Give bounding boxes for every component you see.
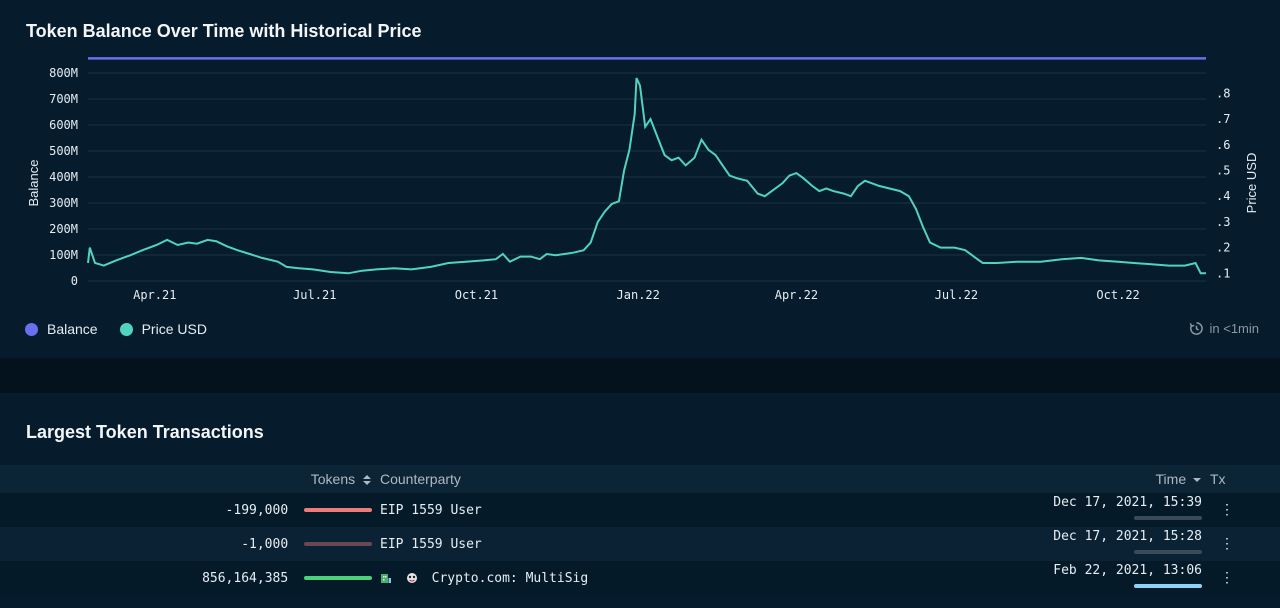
transactions-title: Largest Token Transactions [26,422,264,442]
tokens-value: -1,000 [241,536,289,552]
time-value: Dec 17, 2021, 15:28 [1053,529,1202,544]
y-left-tick-label: 600M [49,118,78,132]
price-usd-series-line [87,77,1206,275]
refresh-status[interactable]: in <1min [1189,321,1260,336]
y-left-tick-label: 400M [49,170,78,184]
y-left-tick-label: 0 [71,274,78,288]
time-bar [1134,549,1202,554]
x-tick-label: Apr.21 [133,288,176,302]
tokens-bar [304,508,372,512]
tokens-bar [304,542,372,546]
y-right-tick-label: .8 [1216,86,1230,100]
chart-legend: Balance Price USD [25,321,229,337]
transactions-table: Tokens Counterparty Time Tx [0,465,1280,595]
y-right-tick-label: .2 [1216,241,1230,255]
balance-legend-dot [25,322,38,336]
sort-desc-icon [1193,478,1201,483]
balance-chart-panel: Token Balance Over Time with Historical … [25,21,1260,337]
y-right-tick-label: .5 [1216,164,1230,178]
x-tick-label: Apr.22 [775,288,818,302]
y-left-tick-label: 500M [49,144,78,158]
tx-header-label: Tx [1210,471,1226,487]
x-tick-label: Oct.22 [1096,288,1139,302]
tokens-column-header[interactable]: Tokens [0,465,380,493]
y-left-tick-label: 700M [49,92,78,106]
chart-title: Token Balance Over Time with Historical … [26,21,422,41]
section-divider [0,358,1280,393]
time-header-label: Time [1155,471,1187,487]
time-value: Feb 22, 2021, 13:06 [1053,563,1202,578]
legend-label-price: Price USD [141,321,207,337]
tokens-cell: -1,000 [0,527,380,561]
table-row[interactable]: 856,164,385 [0,561,1280,595]
counterparty-cell[interactable]: EIP 1559 User [380,493,970,527]
time-cell: Dec 17, 2021, 15:28 [970,527,1210,561]
y-right-tick-label: .3 [1216,215,1230,229]
y-right-tick-label: .6 [1216,138,1230,152]
time-column-header[interactable]: Time [970,465,1210,493]
time-bar [1134,515,1202,520]
counterparty-column-header[interactable]: Counterparty [380,465,970,493]
y-left-tick-label: 200M [49,222,78,236]
sort-icon [363,475,371,486]
legend-item-balance[interactable]: Balance [25,321,98,337]
tx-column-header: Tx [1210,465,1280,493]
tokens-header-label: Tokens [310,471,356,487]
y-left-tick-label: 100M [49,248,78,262]
x-tick-label: Jul.21 [293,288,336,302]
counterparty-cell[interactable]: Crypto.com: MultiSig [380,561,970,595]
time-cell: Feb 22, 2021, 13:06 [970,561,1210,595]
tokens-value: -199,000 [225,502,289,518]
y-axis-right-title: Price USD [1244,153,1259,214]
clock-refresh-icon [1189,322,1203,335]
counterparty-cell[interactable]: EIP 1559 User [380,527,970,561]
exchange-icon [381,574,391,583]
counterparty-name[interactable]: EIP 1559 User [380,536,482,552]
tx-menu-button[interactable]: ⋮ [1220,536,1234,552]
counterparty-header-label: Counterparty [380,471,461,487]
tokens-cell: -199,000 [0,493,380,527]
x-tick-label: Oct.21 [455,288,498,302]
legend-item-price[interactable]: Price USD [119,321,207,337]
time-value: Dec 17, 2021, 15:39 [1053,495,1202,510]
y-left-tick-label: 300M [49,196,78,210]
counterparty-name[interactable]: Crypto.com: MultiSig [431,570,589,586]
tokens-value: 856,164,385 [202,570,289,586]
refresh-text: in <1min [1209,321,1260,336]
time-bar [1134,583,1202,588]
transactions-panel: Largest Token Transactions Tokens Counte… [0,393,1280,608]
y-left-tick-label: 800M [49,66,78,80]
table-row[interactable]: -199,000 EIP 1559 User Dec 17, 2021, 15:… [0,493,1280,527]
table-row[interactable]: -1,000 EIP 1559 User Dec 17, 2021, 15:28… [0,527,1280,561]
tokens-bar [304,576,372,580]
tokens-cell: 856,164,385 [0,561,380,595]
y-right-tick-label: .1 [1216,266,1230,280]
x-tick-label: Jan.22 [617,288,660,302]
ghost-icon [406,573,417,583]
balance-price-chart: 0 100M 200M 300M 400M 500M 600M 700M 800M .1 .2 .3… [26,57,1259,302]
table-header-row: Tokens Counterparty Time Tx [0,465,1280,493]
x-tick-label: Jul.22 [935,288,978,302]
legend-label-balance: Balance [47,321,98,337]
y-right-tick-label: .7 [1216,112,1230,126]
tx-menu-button[interactable]: ⋮ [1220,570,1234,586]
y-right-tick-label: .4 [1216,189,1230,203]
counterparty-name[interactable]: EIP 1559 User [380,502,482,518]
tx-menu-button[interactable]: ⋮ [1220,502,1234,518]
price-legend-dot [119,322,133,336]
y-axis-left-title: Balance [26,160,41,207]
time-cell: Dec 17, 2021, 15:39 [970,493,1210,527]
